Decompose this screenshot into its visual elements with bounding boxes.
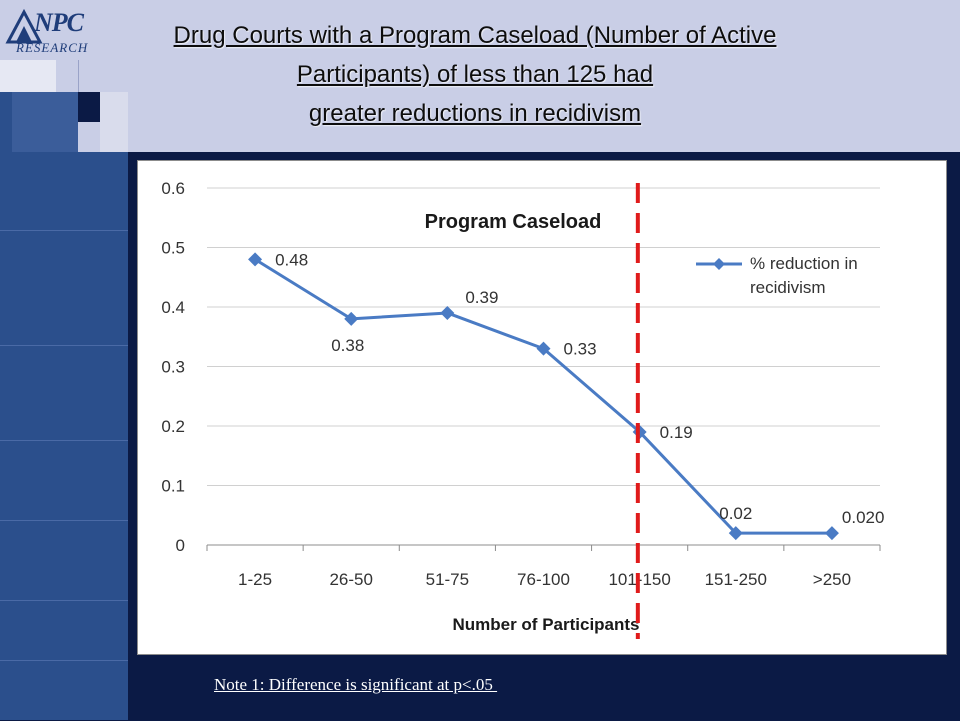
x-tick-label: >250	[813, 570, 851, 589]
data-point-marker	[536, 341, 551, 356]
y-tick-label: 0.1	[161, 477, 185, 496]
y-tick-label: 0.6	[161, 179, 185, 198]
x-tick-label: 76-100	[517, 570, 570, 589]
data-point-marker	[248, 252, 263, 267]
header-band: NPC RESEARCH Drug Courts with a Program …	[0, 0, 960, 152]
x-tick-label: 151-250	[705, 570, 767, 589]
rail-divider	[0, 520, 128, 581]
data-point-marker	[440, 305, 455, 320]
page-title: Drug Courts with a Program Caseload (Num…	[130, 16, 820, 133]
data-label: 0.02	[719, 504, 752, 523]
title-line-3: greater reductions in recidivism	[308, 100, 642, 127]
data-label: 0.38	[331, 336, 364, 355]
x-tick-label: 1-25	[238, 570, 272, 589]
rail-divider	[0, 230, 128, 311]
decorative-square	[78, 92, 100, 122]
logo-mark-icon	[5, 8, 43, 44]
data-label: 0.33	[564, 340, 597, 359]
legend-diamond-icon	[713, 258, 725, 270]
y-tick-label: 0.5	[161, 239, 185, 258]
rail-divider	[0, 600, 128, 661]
decorative-square	[100, 92, 128, 152]
chart-legend: % reduction in recidivism	[696, 254, 862, 297]
rail-divider	[0, 150, 128, 231]
decorative-square	[12, 92, 78, 152]
y-axis-ticks: 0 0.1 0.2 0.3 0.4 0.5 0.6	[161, 179, 185, 555]
data-labels: 0.48 0.38 0.39 0.33 0.19 0.02 0.020	[275, 250, 884, 527]
data-label: 0.020	[842, 508, 885, 527]
x-axis-title: Number of Participants	[452, 615, 639, 634]
decorative-square	[56, 60, 79, 92]
data-point-marker	[728, 526, 743, 541]
decorative-square	[0, 92, 12, 152]
decorative-square	[0, 60, 56, 92]
npc-research-logo: NPC RESEARCH	[4, 6, 100, 58]
y-tick-label: 0.2	[161, 417, 185, 436]
logo-research-text: RESEARCH	[16, 40, 89, 55]
data-label: 0.48	[275, 250, 308, 269]
title-line-2: Participants) of less than 125 had	[296, 61, 654, 88]
rail-divider	[0, 345, 128, 416]
data-label: 0.19	[660, 423, 693, 442]
legend-label: % reduction in recidivism	[750, 254, 862, 297]
series-line-path	[254, 258, 832, 535]
rail-divider	[0, 660, 128, 721]
y-tick-label: 0.3	[161, 358, 185, 377]
series-markers	[248, 252, 839, 541]
logo-npc-text: NPC	[34, 8, 84, 37]
chart-panel: 0 0.1 0.2 0.3 0.4 0.5 0.6 1-25 26-50 51-75 76-100…	[137, 160, 947, 655]
gridlines	[207, 187, 880, 546]
y-tick-label: 0	[176, 536, 185, 555]
line-chart: 0 0.1 0.2 0.3 0.4 0.5 0.6 1-25 26-50 51-75 76-100…	[161, 179, 884, 639]
y-tick-label: 0.4	[161, 298, 185, 317]
x-tick-label: 51-75	[426, 570, 469, 589]
data-label: 0.39	[465, 288, 498, 307]
footnote: Note 1: Difference is significant at p<.…	[214, 675, 498, 694]
rail-divider	[0, 440, 128, 501]
data-point-marker	[824, 526, 839, 541]
title-line-1: Drug Courts with a Program Caseload (Num…	[173, 22, 777, 49]
chart-title: Program Caseload	[425, 211, 602, 233]
x-tick-label: 26-50	[329, 570, 372, 589]
series-line	[254, 258, 832, 535]
data-point-marker	[344, 311, 359, 326]
